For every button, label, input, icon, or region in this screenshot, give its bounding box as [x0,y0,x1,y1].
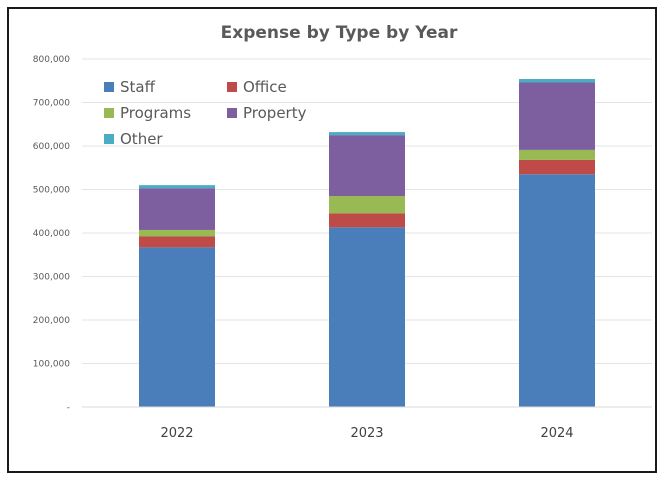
y-tick-label: 500,000 [33,186,70,196]
bar-segment-programs-2023 [329,196,405,214]
bar-segment-property-2024 [519,82,595,150]
bars [139,79,595,407]
bar-segment-office-2023 [329,213,405,228]
bar-segment-office-2024 [519,159,595,175]
bar-segment-staff-2022 [139,247,215,407]
legend-label-other: Other [120,130,163,148]
bar-segment-staff-2024 [519,174,595,407]
legend-swatch-staff [104,82,114,92]
bar-segment-other-2022 [139,185,215,189]
bar-segment-staff-2023 [329,227,405,407]
x-tick-label: 2023 [350,426,383,441]
legend-swatch-office [227,82,237,92]
y-tick-label: - [67,403,70,413]
y-tick-label: 700,000 [33,99,70,109]
legend-label-staff: Staff [120,78,156,96]
x-tick-label: 2022 [160,426,193,441]
y-tick-label: 800,000 [33,55,70,65]
y-tick-label: 100,000 [33,360,70,370]
legend-label-office: Office [243,78,287,96]
bar-segment-programs-2024 [519,149,595,160]
bar-segment-other-2024 [519,79,595,83]
legend-swatch-property [227,108,237,118]
bar-segment-property-2023 [329,135,405,197]
legend-swatch-other [104,134,114,144]
axes: - 100,000 200,000 300,000 400,000 500,000 600,… [33,55,652,441]
y-tick-label: 600,000 [33,142,70,152]
y-tick-label: 400,000 [33,229,70,239]
x-tick-label: 2024 [540,426,573,441]
legend-label-property: Property [243,104,307,122]
bar-segment-other-2023 [329,132,405,136]
bar-segment-property-2022 [139,188,215,230]
bar-segment-office-2022 [139,236,215,248]
chart-title: Expense by Type by Year [221,23,458,43]
legend-label-programs: Programs [120,104,191,122]
y-tick-label: 300,000 [33,273,70,283]
y-tick-label: 200,000 [33,316,70,326]
legend: Staff Office Programs Property Other [104,78,307,148]
legend-swatch-programs [104,108,114,118]
bar-segment-programs-2022 [139,229,215,237]
